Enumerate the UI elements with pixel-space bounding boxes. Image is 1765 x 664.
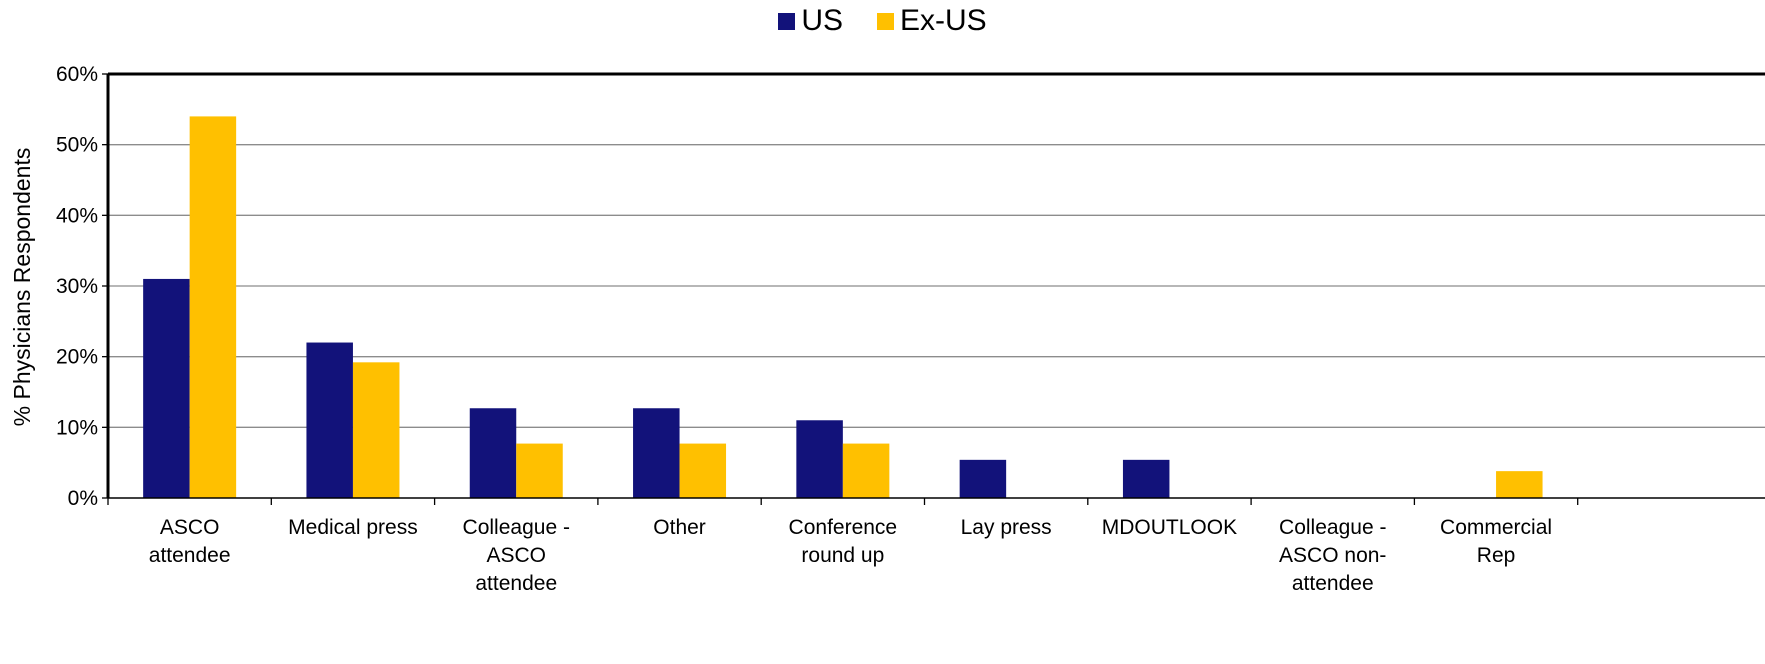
y-tick-label: 10%	[56, 416, 98, 439]
bar-ex-us	[842, 443, 890, 498]
y-tick-label: 60%	[56, 63, 98, 86]
bar-us	[469, 408, 517, 498]
bar-ex-us	[1496, 471, 1543, 498]
y-tick-label: 30%	[56, 275, 98, 298]
bar-ex-us	[679, 443, 727, 498]
x-category-label-line: attendee	[149, 544, 231, 567]
x-category-label-line: Other	[653, 516, 706, 539]
x-category-label-line: ASCO	[160, 516, 220, 539]
x-category-label-line: Medical press	[288, 516, 418, 539]
legend-swatch-ex-us	[877, 12, 894, 30]
x-category-label: Lay press	[961, 516, 1052, 539]
x-category-label: MDOUTLOOK	[1102, 516, 1237, 539]
bar-ex-us	[516, 443, 563, 498]
x-category-label-line: Lay press	[961, 516, 1052, 539]
x-category-label: Colleague - ASCO attendee	[463, 516, 570, 595]
x-category-label-line: Colleague -	[463, 516, 570, 539]
bar-us	[959, 459, 1007, 498]
bar-us	[796, 420, 843, 498]
x-category-label-line: ASCO	[486, 544, 546, 567]
gridlines	[102, 73, 1765, 499]
legend-label-ex-us: Ex-US	[900, 4, 987, 37]
x-category-label: Other	[653, 516, 706, 539]
x-category-label-line: MDOUTLOOK	[1102, 516, 1237, 539]
x-category-label-line: Conference	[789, 516, 898, 539]
axes	[106, 72, 1765, 505]
y-axis-label: % Physicians Respondents	[9, 148, 35, 427]
x-category-labels: ASCO attendee Medical press Colleague - ASCO…	[149, 516, 1552, 595]
bar-us	[633, 408, 680, 498]
bars	[143, 116, 1543, 499]
y-tick-label: 50%	[56, 134, 98, 157]
x-category-label-line: attendee	[1292, 572, 1374, 595]
x-category-label: Conference round up	[789, 516, 898, 567]
x-category-label-line: round up	[801, 544, 884, 567]
x-category-label-line: ASCO non-	[1279, 544, 1386, 567]
x-category-label: ASCO attendee	[149, 516, 231, 567]
x-category-label-line: Colleague -	[1279, 516, 1386, 539]
bar-ex-us	[189, 116, 237, 499]
bar-us	[1122, 459, 1170, 498]
bar-ex-us	[352, 362, 400, 498]
y-tick-label: 0%	[68, 487, 98, 510]
y-tick-labels: 0% 10% 20% 30% 40% 50% 60%	[56, 63, 98, 510]
x-category-label: Colleague - ASCO non-attendee	[1279, 516, 1386, 595]
legend-label-us: US	[801, 4, 843, 37]
y-tick-label: 40%	[56, 204, 98, 227]
legend-swatch-us	[778, 12, 796, 30]
x-category-label-line: Rep	[1477, 544, 1516, 567]
y-tick-label: 20%	[56, 346, 98, 369]
bar-us	[143, 278, 190, 498]
x-category-label: Medical press	[288, 516, 418, 539]
bar-us	[306, 342, 353, 498]
x-category-label: Commercial Rep	[1440, 516, 1552, 567]
chart-legend: US Ex-US	[0, 4, 1765, 38]
legend-item-us: US	[778, 4, 843, 38]
legend-item-ex-us: Ex-US	[877, 4, 987, 38]
x-category-label-line: attendee	[475, 572, 557, 595]
x-category-label-line: Commercial	[1440, 516, 1552, 539]
